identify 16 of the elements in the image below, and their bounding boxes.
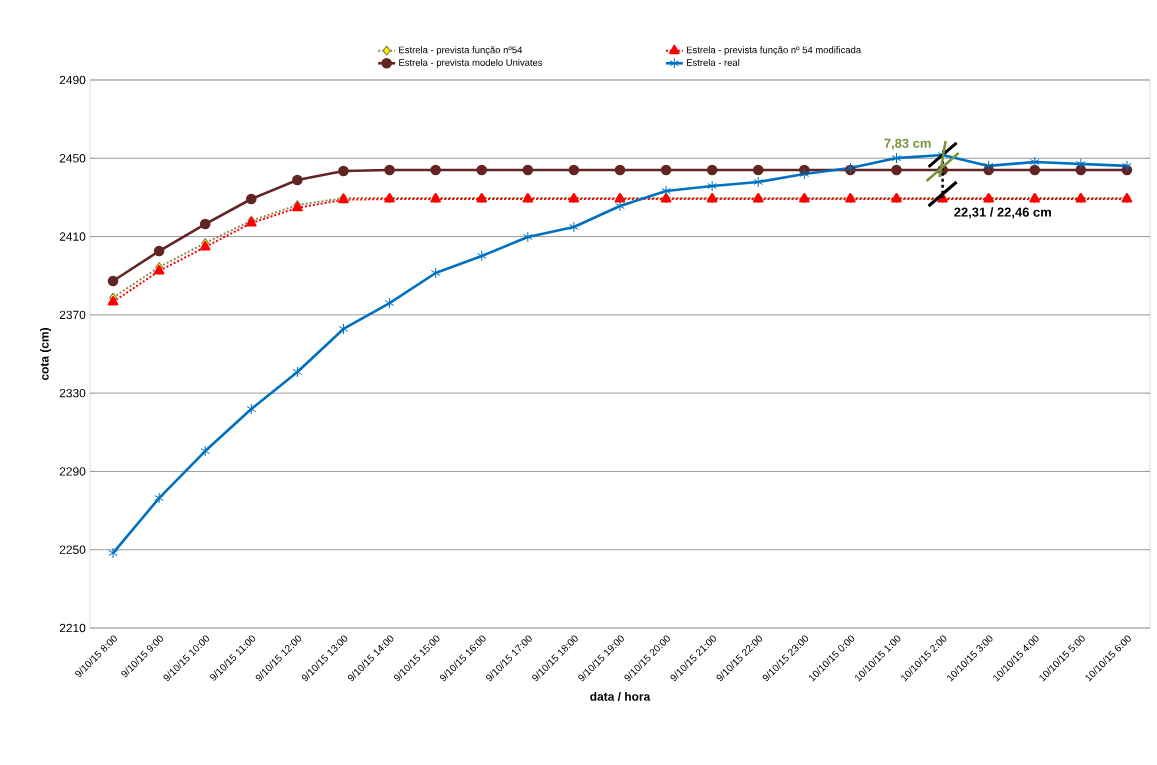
annotation: 7,83 cm: [884, 138, 931, 150]
legend-label: Estrela - prevista modelo Univates: [399, 58, 543, 68]
annotation: 22,31 / 22,46 cm: [954, 207, 1051, 219]
y-tick-label: 2330: [59, 388, 86, 398]
y-tick-label: 2410: [59, 232, 86, 241]
y-axis-title: cota (cm): [39, 328, 52, 381]
legend-label: Estrela - real: [686, 58, 740, 66]
x-axis-title: data / hora: [590, 692, 651, 701]
y-tick-label: 2490: [59, 75, 86, 85]
y-tick-label: 2370: [59, 310, 86, 320]
y-tick-label: 2450: [59, 154, 86, 163]
y-tick-label: 2210: [59, 623, 86, 633]
y-tick-label: 2290: [59, 467, 86, 476]
y-tick-label: 2250: [59, 545, 86, 554]
legend-label: Estrela - prevista função nº54: [399, 46, 523, 56]
legend-label: Estrela - prevista função nº 54 modificada: [686, 46, 862, 56]
